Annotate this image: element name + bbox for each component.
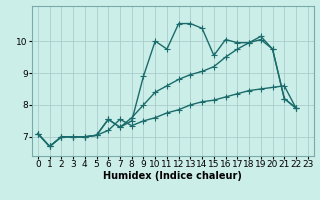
X-axis label: Humidex (Indice chaleur): Humidex (Indice chaleur) [103, 171, 242, 181]
